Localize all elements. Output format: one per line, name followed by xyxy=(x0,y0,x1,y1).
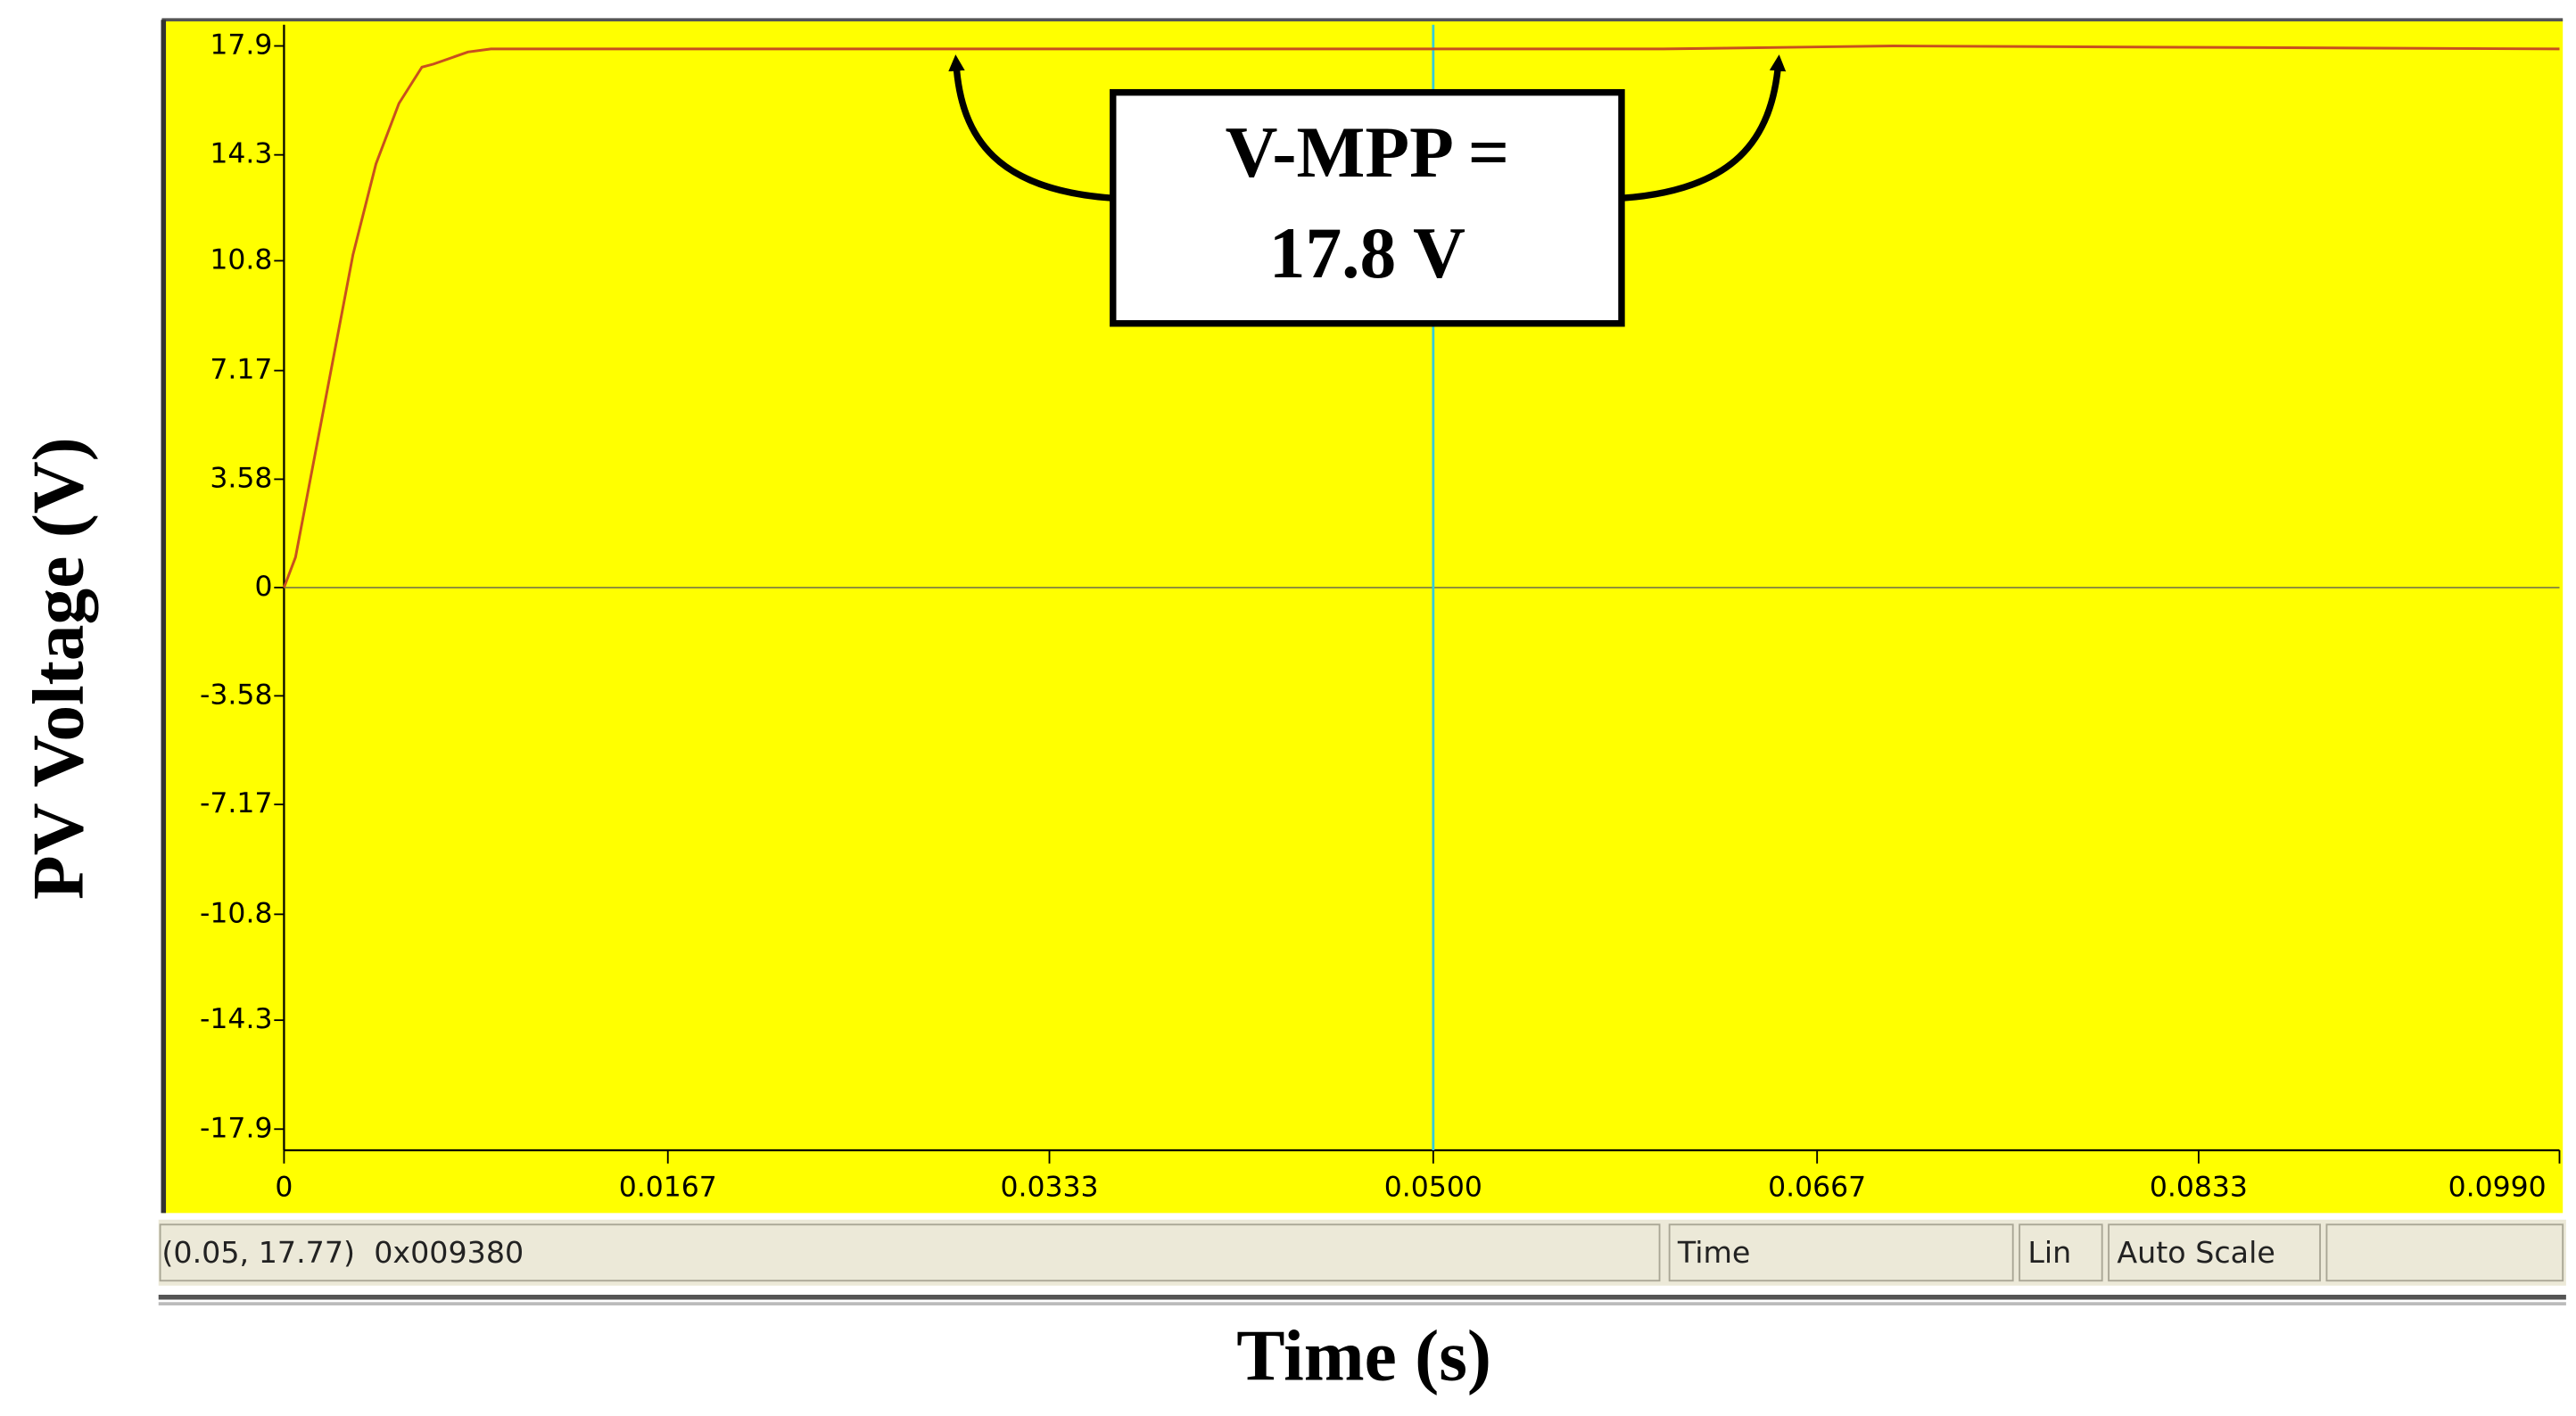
y-tick-label: 3.58 xyxy=(210,462,272,494)
y-tick-label: -17.9 xyxy=(200,1112,272,1144)
x-tick-label: 0.0500 xyxy=(1384,1172,1482,1204)
status-mode: Auto Scale xyxy=(2117,1235,2275,1270)
x-axis-title: Time (s) xyxy=(1236,1314,1491,1395)
status-readout: (0.05, 17.77) 0x009380 xyxy=(161,1235,524,1270)
y-tick-label: 10.8 xyxy=(210,243,272,276)
annotation-arrow xyxy=(1622,54,1787,202)
status-field xyxy=(159,1223,1661,1282)
status-scale: Lin xyxy=(2027,1235,2071,1270)
data-line xyxy=(283,45,2560,589)
y-tick-label: 17.9 xyxy=(210,29,272,62)
status-bar xyxy=(158,1219,2566,1286)
plot-layer: 17.9 14.3 10.8 7.17 3.58 0 -3.58 -7.17 -10.8 -14.… xyxy=(200,24,2561,1204)
y-axis-title: PV Voltage (V) xyxy=(18,437,99,900)
x-tick-label: 0.0333 xyxy=(1000,1172,1098,1204)
status-field xyxy=(2325,1223,2564,1282)
status-field xyxy=(2108,1223,2321,1282)
y-tick-label: 14.3 xyxy=(210,138,272,170)
y-tick-label: 0 xyxy=(254,571,272,603)
x-tick-label: 0.0667 xyxy=(1768,1172,1866,1204)
y-tick-label: -3.58 xyxy=(200,679,272,711)
annotation-text: 17.8 V xyxy=(1269,212,1466,293)
status-field xyxy=(2019,1223,2103,1282)
x-tick-label: 0.0833 xyxy=(2150,1172,2248,1204)
y-tick-label: -7.17 xyxy=(200,787,272,819)
x-tick-label: 0.0990 xyxy=(2448,1172,2547,1204)
annotation-box xyxy=(1110,88,1625,327)
y-tick-label: -10.8 xyxy=(200,897,272,929)
annotation-text: V-MPP = xyxy=(1226,111,1510,193)
y-tick-label: -14.3 xyxy=(200,1003,272,1035)
status-axis: Time xyxy=(1677,1235,1751,1270)
x-tick-label: 0 xyxy=(275,1172,293,1204)
y-tick-label: 7.17 xyxy=(210,354,272,386)
x-tick-label: 0.0167 xyxy=(619,1172,717,1204)
annotation-arrow xyxy=(948,54,1112,202)
status-field xyxy=(1668,1223,2014,1282)
